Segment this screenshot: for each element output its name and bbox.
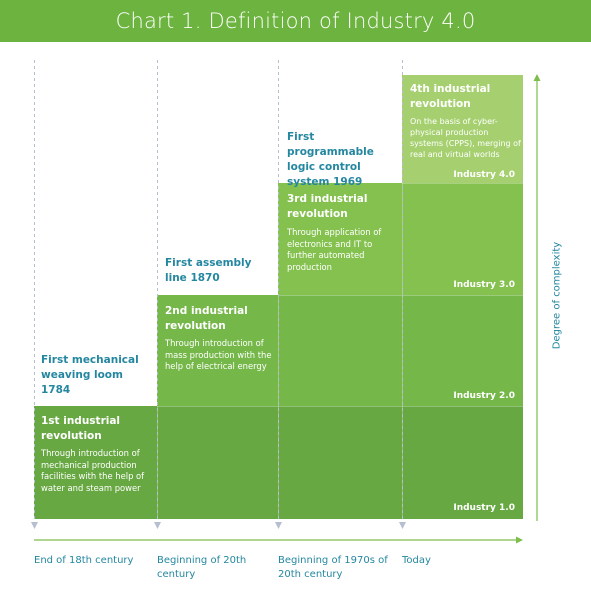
stage-1-description: Through introduction of mechanical produ…: [41, 448, 145, 493]
y-axis-arrow-icon: [533, 74, 541, 81]
period-label-3: Beginning of 1970s of 20th century: [278, 555, 388, 580]
guide-arrowhead-icon: [154, 522, 161, 529]
stage-3-title: 3rd industrial revolution: [287, 193, 368, 220]
period-label-4: Today: [402, 555, 431, 566]
x-axis-arrow-icon: [516, 536, 523, 544]
milestone-1: First mechanical weaving loom 1784: [41, 354, 139, 396]
milestone-2: First assembly line 1870: [165, 257, 252, 284]
stage-1-title: 1st industrial revolution: [41, 415, 121, 442]
stage-4-description: On the basis of cyber-physical productio…: [410, 117, 521, 159]
stage-2-title: 2nd industrial revolution: [165, 305, 248, 332]
stage-2-industry-label: Industry 2.0: [453, 391, 515, 401]
guide-arrowhead-icon: [399, 522, 406, 529]
stage-2-description: Through introduction of mass production …: [165, 338, 272, 371]
stage-3-industry-label: Industry 3.0: [453, 280, 515, 290]
guide-arrowhead-icon: [275, 522, 282, 529]
chart-title: Chart 1. Definition of Industry 4.0: [115, 9, 476, 33]
stage-block-4: [402, 75, 523, 183]
stage-3-description: Through application of electronics and I…: [287, 227, 382, 272]
milestone-3: First programmable logic control system …: [287, 131, 374, 188]
grid-divider: [278, 295, 279, 519]
stage-block-2: [157, 295, 523, 406]
stage-4-title: 4th industrial revolution: [410, 83, 491, 110]
stage-block-3: [278, 183, 523, 295]
y-axis-label: Degree of complexity: [551, 241, 563, 350]
stage-1-industry-label: Industry 1.0: [453, 503, 515, 513]
stage-4-industry-label: Industry 4.0: [453, 170, 515, 180]
guide-arrowhead-icon: [31, 522, 38, 529]
grid-divider: [402, 183, 523, 184]
grid-divider: [157, 406, 523, 407]
period-label-2: Beginning of 20th century: [157, 555, 247, 580]
chart-header: Chart 1. Definition of Industry 4.0: [0, 0, 591, 42]
period-label-1: End of 18th century: [34, 555, 134, 566]
grid-divider: [278, 295, 523, 296]
